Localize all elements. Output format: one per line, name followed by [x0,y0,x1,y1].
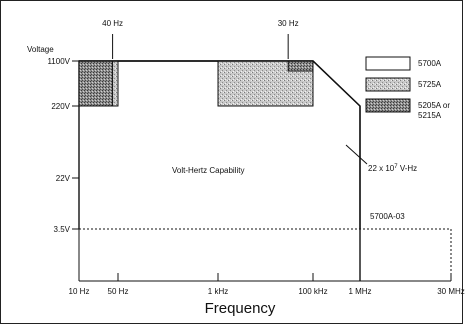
x-ticks: 10 Hz 50 Hz 1 kHz 100 kHz 1 MHz 30 MHz [69,273,465,296]
vhz-annotation-leader [345,144,368,165]
legend-label: 5700A [418,59,442,68]
top-marker-label: 30 Hz [278,19,299,28]
top-markers: 40 Hz 30 Hz [102,19,299,59]
x-tick-label: 100 kHz [298,287,327,296]
x-tick-label: 1 MHz [348,287,371,296]
x-tick-label: 1 kHz [208,287,228,296]
y-tick-label: 1100V [47,57,70,66]
y-tick-label: 220V [51,102,70,111]
legend-swatch [365,77,411,92]
x-tick-label: 50 Hz [108,287,129,296]
legend-label: 5215A [418,111,442,120]
region-5700a-top-edge [79,60,361,281]
y-axis-label: Voltage [27,45,54,54]
legend-swatch [365,56,411,71]
vhz-annotation: 22 x 107 V-Hz [368,164,417,173]
region-5205a-block [78,60,114,107]
y-tick-label: 3.5V [54,225,71,234]
chart-title: Volt-Hertz Capability [172,166,244,175]
legend-label: 5205A or [418,101,450,110]
y-tick-label: 22V [56,174,71,183]
legend-swatch [365,98,411,113]
series-5700a-03-label: 5700A-03 [370,212,405,221]
legend-label: 5725A [418,80,442,89]
y-ticks: 1100V 220V 22V 3.5V [47,57,79,234]
top-marker-label: 40 Hz [102,19,123,28]
x-tick-label: 30 MHz [437,287,465,296]
regions [78,60,361,281]
x-tick-label: 10 Hz [69,287,90,296]
region-5205a-block [287,60,314,72]
x-axis-label: Frequency [205,300,276,317]
